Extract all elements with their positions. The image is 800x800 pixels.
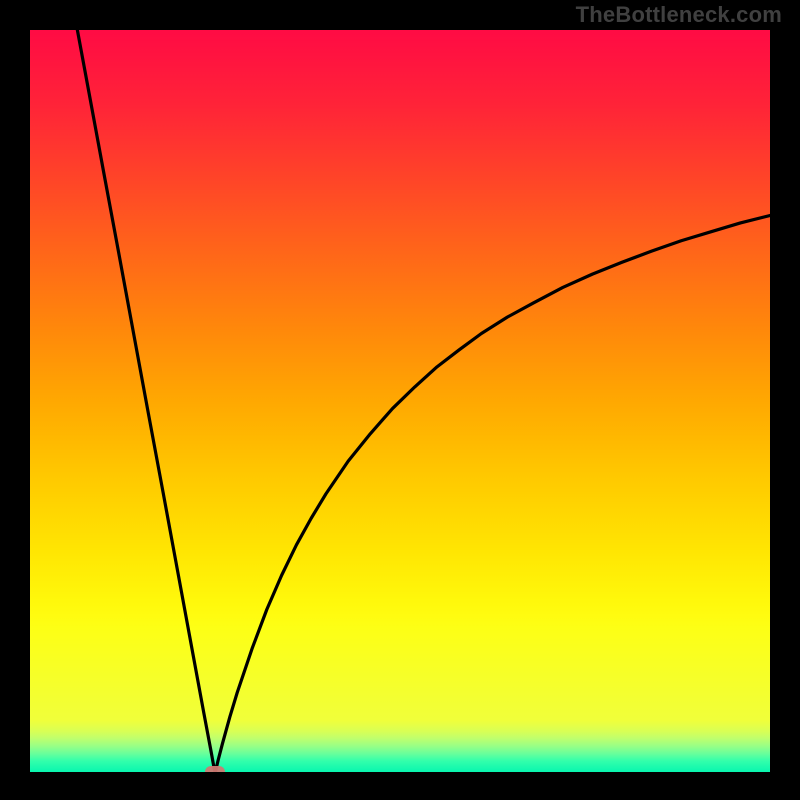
- watermark-text: TheBottleneck.com: [576, 2, 782, 28]
- plot-svg: [30, 30, 770, 772]
- chart-container: TheBottleneck.com: [0, 0, 800, 800]
- minimum-marker: [205, 766, 225, 772]
- plot-area: [30, 30, 770, 772]
